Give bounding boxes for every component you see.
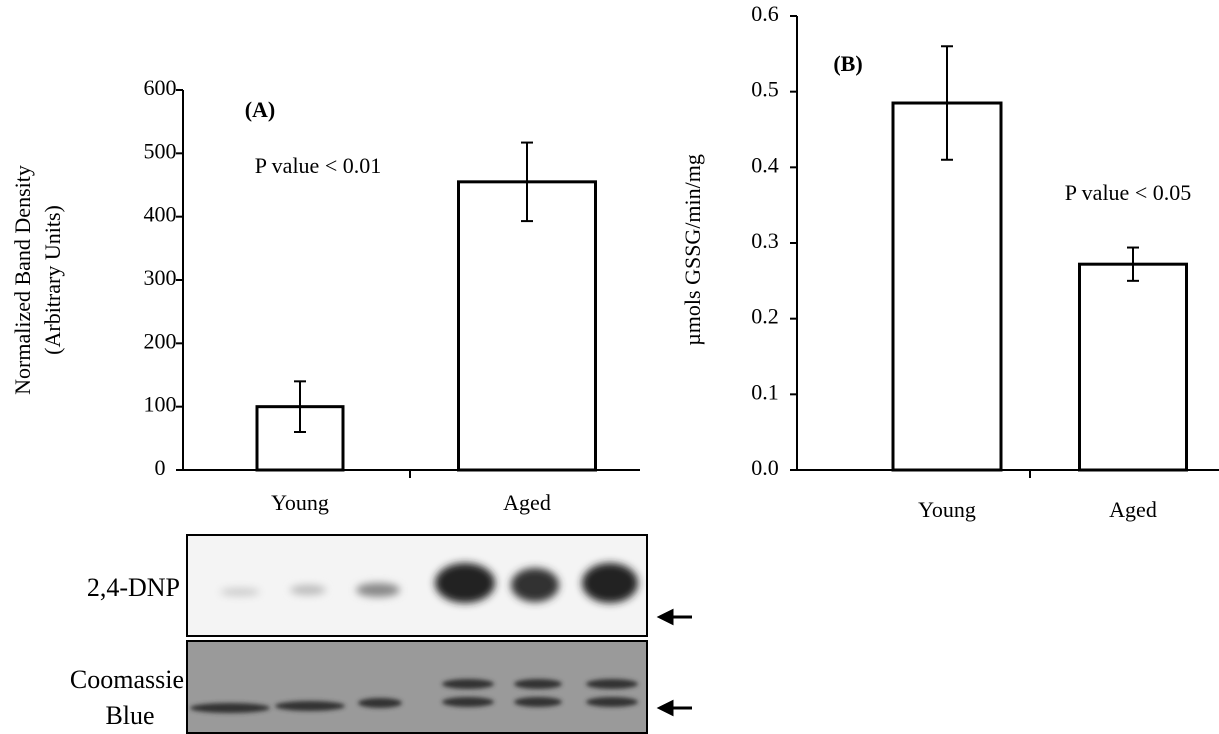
y-tick-label: 500: [144, 138, 177, 163]
blot-label: Blue: [105, 701, 154, 730]
y-tick-label: 300: [144, 265, 177, 290]
y-tick-label: 600: [144, 75, 177, 100]
y-tick-label: 200: [144, 328, 177, 353]
y-tick-label: 0.1: [751, 379, 779, 404]
blot-coomassie: [187, 641, 647, 733]
y-tick-label: 0.5: [751, 77, 779, 102]
bar: [1080, 264, 1187, 470]
figure: 2,4-DNP Coomassie Blue 0 100 200 300 400 500 6…: [0, 0, 1219, 734]
x-tick-label: Aged: [1109, 497, 1157, 522]
panel-label: (B): [833, 51, 862, 76]
y-axis-label: (Arbitrary Units): [40, 205, 65, 355]
x-tick-label: Young: [918, 497, 976, 522]
y-tick-label: 0: [155, 455, 166, 480]
y-tick-label: 0.0: [751, 455, 779, 480]
arrow: [660, 611, 692, 714]
panel-label: (A): [245, 97, 276, 122]
y-tick-label: 0.4: [751, 152, 779, 177]
annotation: P value < 0.05: [1065, 180, 1191, 205]
bar: [459, 182, 596, 470]
y-tick-label: 0.6: [751, 1, 779, 26]
blot-label: 2,4-DNP: [87, 573, 180, 602]
x-tick-label: Young: [271, 490, 329, 515]
y-tick-label: 400: [144, 202, 177, 227]
y-axis-label: Normalized Band Density: [10, 165, 35, 395]
y-tick-label: 100: [144, 392, 177, 417]
x-tick-label: Aged: [503, 490, 551, 515]
y-tick-label: 0.3: [751, 228, 779, 253]
blot-dnp: [187, 535, 647, 636]
annotation: P value < 0.01: [255, 153, 381, 178]
blot-label: Coomassie: [70, 665, 184, 694]
y-tick-label: 0.2: [751, 304, 779, 329]
y-axis-label: µmols GSSG/min/mg: [680, 154, 705, 346]
